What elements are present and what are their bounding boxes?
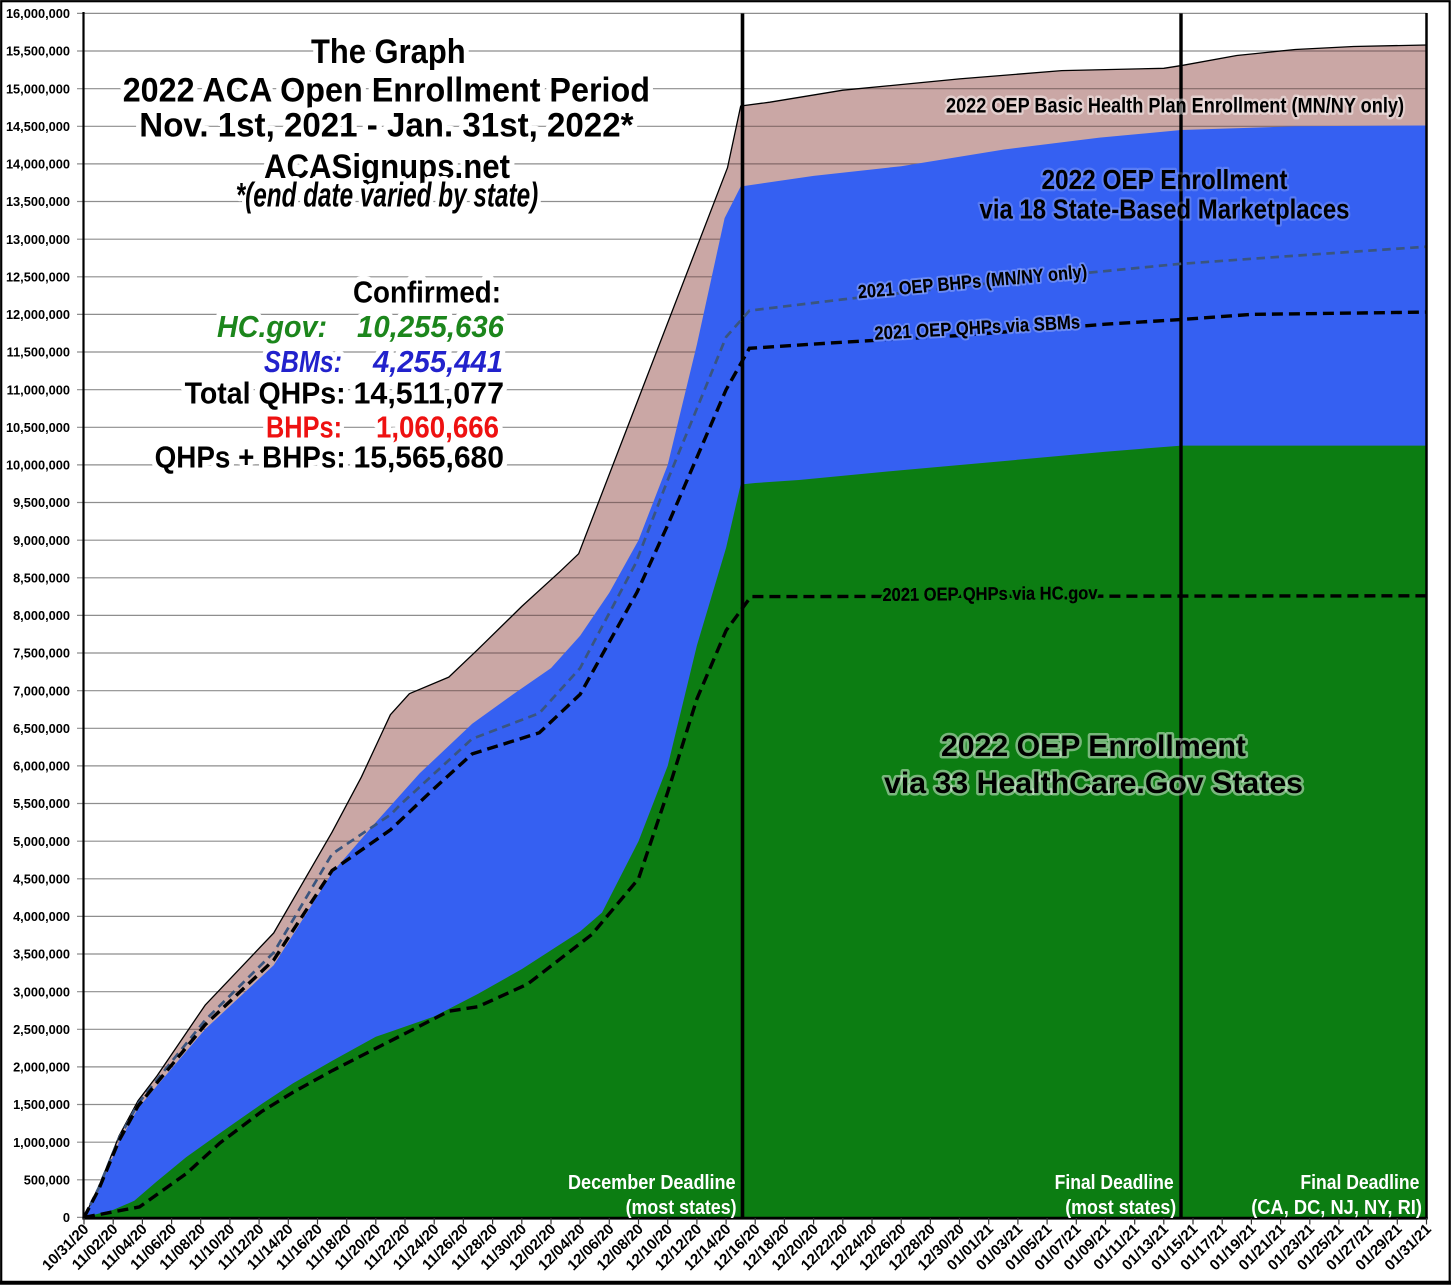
svg-text:Nov. 1st, 2021 - Jan. 31st, 20: Nov. 1st, 2021 - Jan. 31st, 2022* (139, 107, 634, 145)
svg-text:2022 OEP Basic Health Plan Enr: 2022 OEP Basic Health Plan Enrollment (M… (946, 93, 1404, 117)
svg-text:3,500,000: 3,500,000 (13, 947, 70, 962)
svg-text:4,255,441: 4,255,441 (372, 344, 503, 379)
svg-text:(most states): (most states) (626, 1196, 737, 1219)
svg-text:1,000,000: 1,000,000 (13, 1135, 70, 1150)
svg-text:15,500,000: 15,500,000 (6, 44, 70, 59)
svg-text:6,000,000: 6,000,000 (13, 759, 70, 774)
svg-text:2021 OEP QHPs via HC.gov: 2021 OEP QHPs via HC.gov (882, 582, 1098, 605)
svg-text:3,000,000: 3,000,000 (13, 984, 70, 999)
svg-text:QHPs + BHPs:: QHPs + BHPs: (155, 440, 346, 475)
svg-text:9,000,000: 9,000,000 (13, 533, 70, 548)
svg-text:5,500,000: 5,500,000 (13, 796, 70, 811)
svg-text:(most states): (most states) (1065, 1196, 1176, 1219)
svg-text:8,000,000: 8,000,000 (13, 608, 70, 623)
svg-text:1,060,666: 1,060,666 (376, 410, 499, 445)
svg-text:10,500,000: 10,500,000 (6, 420, 70, 435)
svg-text:15,565,680: 15,565,680 (354, 440, 505, 475)
svg-text:5,000,000: 5,000,000 (13, 834, 70, 849)
svg-text:12,500,000: 12,500,000 (6, 269, 70, 284)
svg-text:(CA, DC, NJ, NY, RI): (CA, DC, NJ, NY, RI) (1251, 1196, 1422, 1219)
svg-text:14,500,000: 14,500,000 (6, 119, 70, 134)
svg-text:Final Deadline: Final Deadline (1055, 1171, 1174, 1194)
svg-text:December Deadline: December Deadline (568, 1171, 736, 1194)
svg-text:*(end date varied by state): *(end date varied by state) (236, 177, 539, 215)
svg-text:0: 0 (63, 1210, 70, 1225)
svg-text:2022 ACA Open Enrollment Perio: 2022 ACA Open Enrollment Period (123, 71, 650, 109)
svg-text:2021 OEP QHPs via HC.gov: 2021 OEP QHPs via HC.gov (882, 582, 1098, 605)
svg-text:8,500,000: 8,500,000 (13, 570, 70, 585)
svg-text:6,500,000: 6,500,000 (13, 721, 70, 736)
svg-text:SBMs:: SBMs: (264, 344, 342, 379)
svg-text:2022 OEP Enrollment: 2022 OEP Enrollment (1042, 164, 1288, 195)
svg-text:HC.gov:: HC.gov: (217, 309, 327, 344)
svg-text:9,500,000: 9,500,000 (13, 495, 70, 510)
svg-text:4,000,000: 4,000,000 (13, 909, 70, 924)
svg-text:Confirmed:: Confirmed: (353, 275, 501, 310)
svg-text:7,000,000: 7,000,000 (13, 683, 70, 698)
svg-text:7,500,000: 7,500,000 (13, 646, 70, 661)
svg-text:11,500,000: 11,500,000 (7, 345, 70, 360)
svg-text:1,500,000: 1,500,000 (13, 1097, 70, 1112)
svg-text:BHPs:: BHPs: (266, 410, 342, 445)
svg-text:11,000,000: 11,000,000 (7, 382, 70, 397)
svg-text:13,500,000: 13,500,000 (6, 194, 70, 209)
svg-text:10,255,636: 10,255,636 (357, 309, 505, 344)
svg-text:13,000,000: 13,000,000 (6, 232, 70, 247)
svg-text:ACASignups.net: ACASignups.net (264, 148, 510, 186)
svg-text:The Graph: The Graph (311, 33, 466, 71)
svg-text:Final Deadline: Final Deadline (1300, 1171, 1419, 1194)
svg-text:via 18 State-Based Marketplace: via 18 State-Based Marketplaces (980, 193, 1350, 224)
svg-text:16,000,000: 16,000,000 (6, 6, 70, 21)
svg-text:14,000,000: 14,000,000 (6, 157, 70, 172)
svg-text:Total QHPs:: Total QHPs: (185, 376, 346, 411)
svg-text:4,500,000: 4,500,000 (13, 871, 70, 886)
svg-text:2,000,000: 2,000,000 (13, 1060, 70, 1075)
svg-text:via 33 HealthCare.Gov States: via 33 HealthCare.Gov States (884, 767, 1303, 800)
svg-text:500,000: 500,000 (24, 1172, 70, 1187)
svg-text:2,500,000: 2,500,000 (13, 1022, 70, 1037)
svg-text:14,511,077: 14,511,077 (354, 376, 505, 411)
svg-text:10,000,000: 10,000,000 (6, 458, 70, 473)
svg-text:12,000,000: 12,000,000 (6, 307, 70, 322)
svg-text:15,000,000: 15,000,000 (6, 81, 70, 96)
svg-text:2022 OEP Enrollment: 2022 OEP Enrollment (941, 730, 1246, 763)
